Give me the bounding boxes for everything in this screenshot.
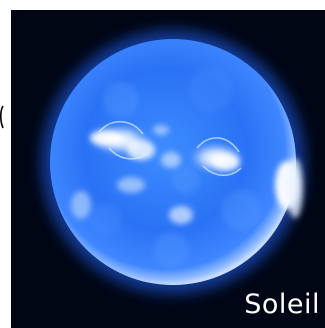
left-edge-mark: [0, 105, 4, 129]
sun-icon: [23, 12, 323, 312]
sun-photo: Soleil: [11, 10, 325, 328]
caption-label: Soleil: [244, 289, 320, 320]
